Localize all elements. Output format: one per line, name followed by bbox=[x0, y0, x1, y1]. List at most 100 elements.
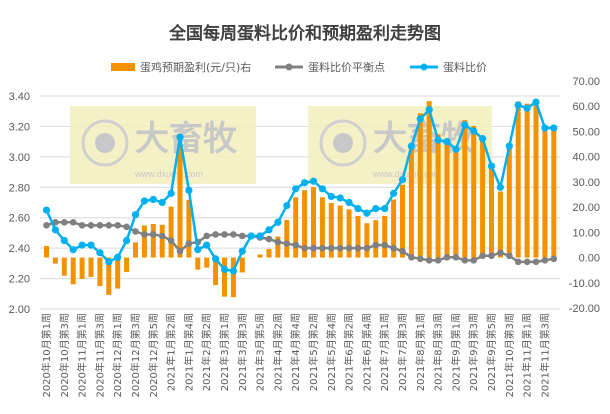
profit-bar bbox=[213, 257, 219, 286]
ratio-point bbox=[390, 189, 398, 197]
right-tick-label: 70.00 bbox=[572, 76, 600, 88]
legend-swatch-profit bbox=[111, 63, 135, 71]
ratio-point bbox=[434, 136, 442, 144]
profit-bar bbox=[70, 257, 76, 285]
profit-bars bbox=[44, 99, 557, 298]
ratio-line bbox=[45, 100, 554, 273]
legend-marker-ratio bbox=[420, 63, 428, 71]
x-tick-label: 2021年3月第5周 bbox=[254, 313, 267, 391]
ratio-point bbox=[176, 133, 184, 141]
profit-bar bbox=[524, 103, 530, 258]
profit-bar bbox=[328, 203, 334, 258]
chart-title: 全国每周蛋料比价和预期盈利走势图 bbox=[168, 23, 441, 44]
breakeven-point bbox=[301, 244, 308, 252]
ratio-point bbox=[194, 246, 202, 254]
profit-bar bbox=[257, 254, 263, 258]
ratio-point bbox=[425, 106, 433, 114]
ratio-point bbox=[60, 236, 68, 245]
ratio-point bbox=[247, 232, 255, 240]
ratio-point bbox=[541, 124, 549, 132]
x-tick-label: 2020年11月第3周 bbox=[93, 313, 106, 398]
profit-bar bbox=[417, 113, 423, 258]
legend-label-profit: 蛋鸡预期盈利(元/只)右 bbox=[140, 60, 251, 74]
watermark-logo: 大畜牧 www.dxumu.com bbox=[70, 106, 256, 184]
legend: 蛋鸡预期盈利(元/只)右 蛋料比价平衡点 蛋料比价 bbox=[111, 60, 487, 74]
ratio-point bbox=[309, 177, 318, 185]
gridlines bbox=[40, 95, 560, 310]
ratio-point bbox=[256, 232, 264, 240]
x-tick-label: 2020年12月第3周 bbox=[129, 313, 142, 398]
right-tick-label: 10.00 bbox=[572, 227, 600, 239]
profit-bar bbox=[52, 257, 58, 264]
breakeven-point bbox=[354, 244, 362, 252]
breakeven-point bbox=[212, 231, 219, 238]
breakeven-point bbox=[328, 244, 335, 252]
ratio-point bbox=[51, 226, 60, 234]
ratio-point bbox=[96, 249, 104, 257]
breakeven-point bbox=[541, 257, 549, 264]
profit-bar bbox=[319, 197, 325, 258]
breakeven-point bbox=[452, 253, 460, 261]
ratio-point bbox=[265, 226, 273, 234]
profit-bar bbox=[302, 190, 308, 258]
left-tick-label: 3.00 bbox=[9, 152, 30, 164]
x-tick-label: 2020年11月第1周 bbox=[76, 313, 89, 398]
left-tick-label: 3.20 bbox=[9, 121, 30, 133]
left-axis: 2.00 2.20 2.40 2.60 2.80 3.00 3.20 3.40 bbox=[9, 91, 30, 316]
profit-bar bbox=[408, 145, 414, 258]
profit-bar bbox=[391, 199, 397, 258]
ratio-point bbox=[514, 101, 522, 109]
x-tick-label: 2021年1月第4周 bbox=[182, 313, 195, 391]
breakeven-point bbox=[185, 240, 193, 247]
legend-label-ratio: 蛋料比价 bbox=[443, 60, 487, 74]
ratio-point bbox=[185, 186, 193, 194]
x-tick-label: 2021年6月第4周 bbox=[360, 313, 373, 391]
ratio-point bbox=[461, 121, 469, 129]
ratio-point bbox=[238, 247, 246, 255]
profit-bar bbox=[382, 215, 388, 258]
ratio-point bbox=[550, 124, 558, 132]
ratio-point bbox=[470, 127, 478, 135]
watermark-logo: 大畜牧 www.dxumu.com bbox=[308, 106, 492, 184]
ratio-point bbox=[532, 98, 540, 106]
breakeven-point bbox=[532, 258, 540, 266]
left-tick-label: 2.80 bbox=[9, 182, 30, 194]
profit-bar bbox=[480, 135, 486, 258]
breakeven-point bbox=[514, 258, 522, 266]
ratio-point bbox=[318, 185, 326, 193]
profit-bar bbox=[61, 257, 67, 276]
left-tick-label: 3.40 bbox=[9, 91, 30, 103]
ratio-point bbox=[42, 206, 51, 214]
breakeven-point bbox=[239, 232, 246, 240]
ratio-point bbox=[523, 104, 531, 112]
profit-bar bbox=[97, 257, 103, 287]
breakeven-point bbox=[363, 244, 371, 252]
ratio-point bbox=[69, 246, 77, 254]
left-tick-label: 2.00 bbox=[9, 304, 30, 316]
profit-bar bbox=[284, 219, 290, 258]
x-tick-label: 2021年3月第3周 bbox=[236, 313, 249, 391]
svg-text:www.dxumu.com: www.dxumu.com bbox=[372, 169, 441, 179]
profit-bar bbox=[346, 209, 352, 258]
right-tick-label: 50.00 bbox=[572, 126, 600, 138]
breakeven-point bbox=[336, 244, 344, 252]
x-tick-label: 2021年1月第2周 bbox=[165, 313, 178, 391]
breakeven-point bbox=[523, 258, 531, 266]
breakeven-point bbox=[292, 241, 300, 249]
profit-bar bbox=[506, 143, 512, 258]
x-tick-label: 2021年5月第2周 bbox=[307, 313, 320, 391]
x-tick-label: 2021年7月第1周 bbox=[378, 313, 391, 391]
ratio-point bbox=[345, 198, 353, 207]
x-tick-label: 2021年8月第3周 bbox=[432, 313, 445, 391]
ratio-point bbox=[229, 267, 237, 275]
breakeven-point bbox=[221, 231, 228, 238]
profit-bar bbox=[115, 257, 121, 289]
breakeven-point bbox=[461, 257, 469, 264]
breakeven-point bbox=[372, 241, 380, 249]
ratio-point bbox=[283, 201, 291, 210]
breakeven-point bbox=[399, 247, 406, 255]
profit-bar bbox=[124, 257, 130, 272]
right-axis: -20.00 -10.00 0.00 10.00 20.00 30.00 40.00 50.0… bbox=[569, 76, 600, 315]
profit-bar bbox=[364, 223, 370, 258]
profit-bar bbox=[435, 134, 441, 258]
